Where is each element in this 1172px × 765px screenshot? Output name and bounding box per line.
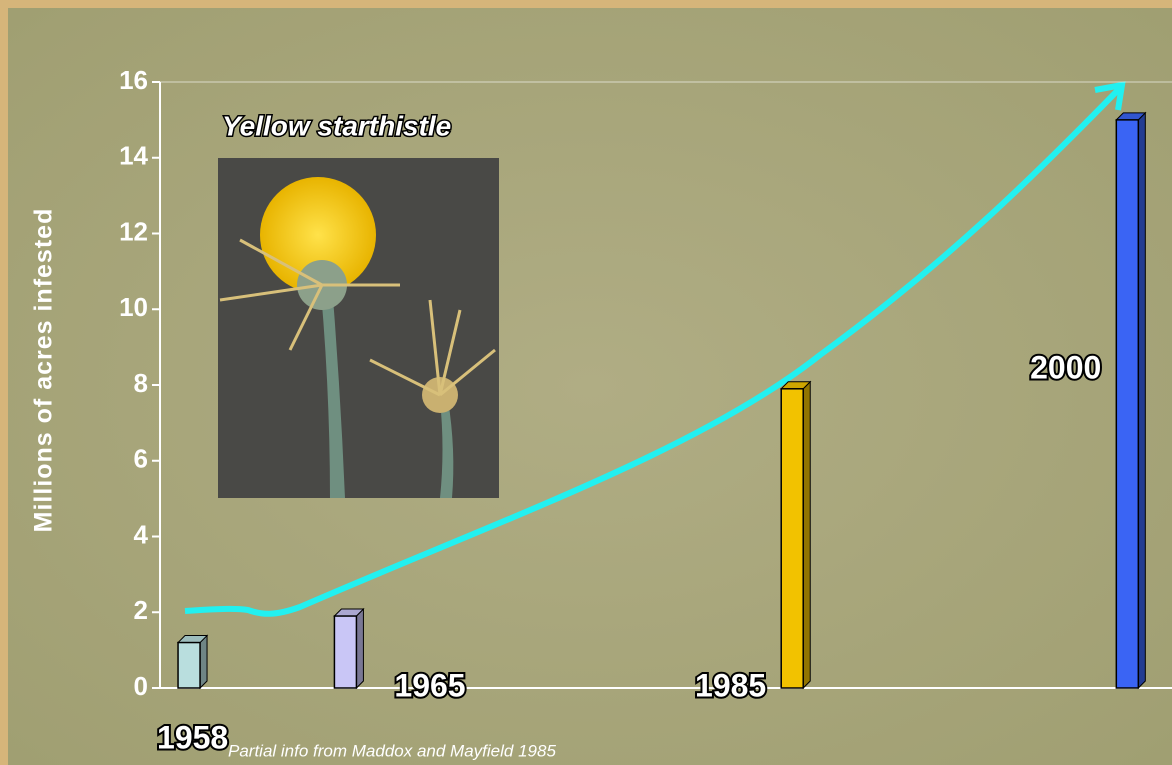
year-label: 2000 — [1030, 349, 1101, 385]
y-axis-label: Millions of acres infested — [30, 208, 58, 533]
trend-arrow — [184, 85, 1123, 617]
bar-side — [355, 607, 364, 690]
bar — [1115, 119, 1140, 689]
y-tick-label: 16 — [119, 65, 148, 95]
year-label: 1965 — [394, 667, 465, 703]
y-tick-label: 4 — [134, 519, 149, 549]
bar-side — [802, 380, 811, 690]
bar — [333, 615, 358, 689]
chart-title: Yellow starthistle — [222, 110, 451, 141]
year-label: 1958 — [157, 719, 228, 755]
bar — [780, 388, 804, 689]
source-note: Partial info from Maddox and Mayfield 19… — [228, 741, 556, 760]
y-tick-label: 10 — [119, 292, 148, 322]
y-tick-label: 8 — [134, 368, 148, 398]
photo — [218, 158, 499, 498]
bar-side — [1137, 111, 1146, 690]
bar — [177, 641, 201, 689]
year-label: 1985 — [695, 667, 766, 703]
y-tick-label: 12 — [119, 216, 148, 246]
arrow-head — [1094, 81, 1126, 111]
y-tick-label: 0 — [134, 671, 148, 701]
y-tick-label: 6 — [134, 444, 148, 474]
y-tick-label: 2 — [134, 595, 148, 625]
y-tick-label: 14 — [119, 141, 148, 171]
bar-side — [199, 634, 208, 690]
